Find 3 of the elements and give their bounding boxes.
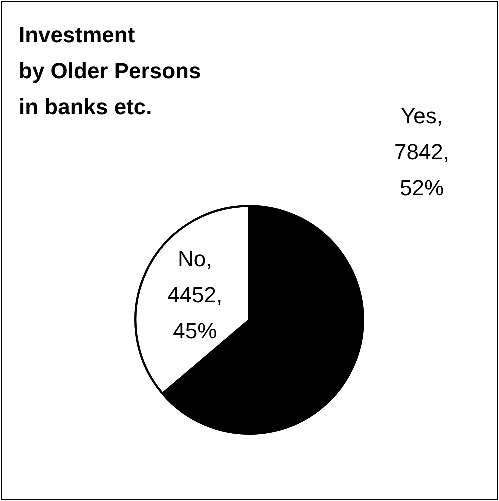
slice-label: Yes, 7842, 52%: [394, 104, 450, 200]
chart-title: Investment by Older Persons in banks etc.: [19, 22, 202, 120]
slice-label: No, 4452, 45%: [168, 246, 223, 344]
